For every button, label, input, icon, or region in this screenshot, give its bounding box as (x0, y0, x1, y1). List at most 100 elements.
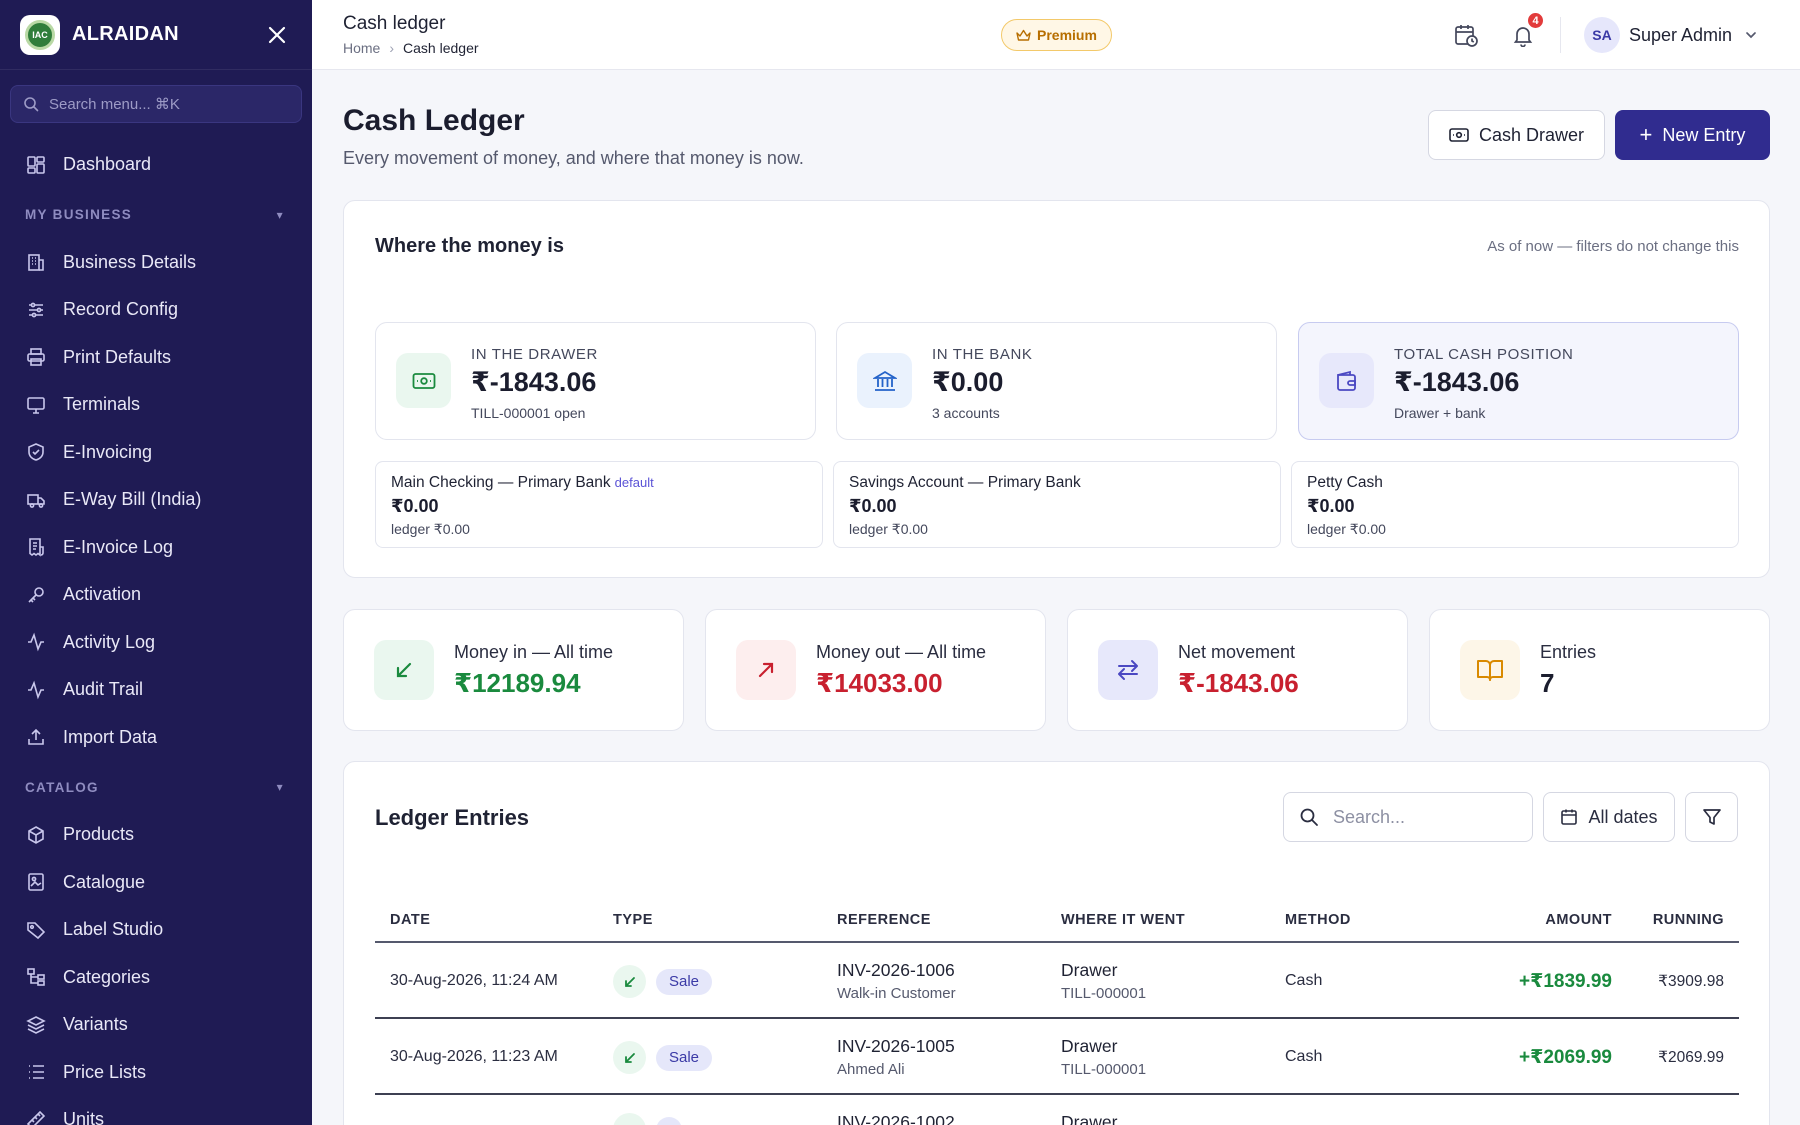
stat-label: Entries (1540, 642, 1597, 662)
cell-method: Cash (1285, 972, 1323, 989)
column-header-where[interactable]: WHERE IT WENT (1061, 912, 1186, 928)
balance-drawer: IN THE DRAWER ₹-1843.06 TILL-000001 open (375, 322, 816, 440)
sidebar-item-variants[interactable]: Variants (0, 1001, 312, 1049)
calendar-icon (1561, 809, 1578, 825)
balance-label: IN THE BANK (932, 346, 1033, 363)
bank-icon (857, 353, 912, 408)
sidebar-item-label: E-Invoice Log (63, 536, 174, 557)
where-money-card: Where the money is As of now — filters d… (343, 200, 1770, 578)
key-icon (25, 584, 47, 606)
sidebar-item-catalogue[interactable]: Catalogue (0, 859, 312, 907)
crown-icon (1016, 29, 1031, 41)
column-header-reference[interactable]: REFERENCE (837, 912, 931, 928)
type-pill: Sale (656, 1044, 713, 1071)
account-ledger: ledger ₹0.00 (849, 521, 928, 537)
sidebar-item-units[interactable]: Units (0, 1096, 312, 1125)
reference-party: Walk-in Customer (837, 985, 956, 1002)
sidebar-item-business-details[interactable]: Business Details (0, 239, 312, 287)
main-content: Cash Ledger Every movement of money, and… (312, 70, 1800, 1125)
account-name: Petty Cash (1307, 474, 1383, 491)
sidebar-item-import-data[interactable]: Import Data (0, 714, 312, 762)
sidebar-item-price-lists[interactable]: Price Lists (0, 1049, 312, 1097)
cash-drawer-label: Cash Drawer (1478, 124, 1585, 145)
sidebar-item-terminals[interactable]: Terminals (0, 381, 312, 429)
account-savings[interactable]: Savings Account — Primary Bank ₹0.00 led… (833, 461, 1281, 548)
sidebar-section-catalog[interactable]: CATALOG ▾ (0, 763, 312, 811)
stat-label: Money out — All time (816, 642, 987, 662)
reference-number[interactable]: INV-2026-1002 (837, 1112, 955, 1125)
brand-logo[interactable]: IAC (20, 14, 60, 55)
topbar: Cash ledger Home › Cash ledger Premium 4… (312, 0, 1800, 70)
monitor-icon (25, 394, 47, 416)
premium-label: Premium (1037, 27, 1097, 43)
cell-reference: INV-2026-1002 (837, 1112, 955, 1125)
building-icon (25, 251, 47, 273)
cash-drawer-button[interactable]: Cash Drawer (1428, 110, 1605, 160)
account-petty-cash[interactable]: Petty Cash ₹0.00 ledger ₹0.00 (1291, 461, 1739, 548)
sidebar-item-print-defaults[interactable]: Print Defaults (0, 334, 312, 382)
sidebar-item-label-studio[interactable]: Label Studio (0, 906, 312, 954)
sidebar-item-activation[interactable]: Activation (0, 571, 312, 619)
box-icon (25, 824, 47, 846)
close-sidebar-icon[interactable] (262, 20, 292, 50)
sidebar-item-e-invoice-log[interactable]: E-Invoice Log (0, 524, 312, 572)
cash-icon (396, 353, 451, 408)
balance-value: ₹-1843.06 (1394, 367, 1520, 397)
new-entry-button[interactable]: + New Entry (1615, 110, 1770, 160)
reference-number[interactable]: INV-2026-1005 (837, 1036, 955, 1056)
ledger-table: DATE TYPE REFERENCE WHERE IT WENT METHOD… (375, 897, 1739, 1125)
new-entry-label: New Entry (1662, 124, 1746, 145)
reference-party: Ahmed Ali (837, 1061, 905, 1078)
column-header-running[interactable]: RUNNING (1652, 912, 1724, 928)
sidebar-item-e-invoicing[interactable]: E-Invoicing (0, 429, 312, 477)
table-row[interactable]: INV-2026-1002 Drawer (375, 1095, 1739, 1125)
balance-value: ₹0.00 (932, 367, 1004, 397)
where-money-note: As of now — filters do not change this (1487, 238, 1739, 255)
arrow-down-left-icon (374, 640, 434, 700)
account-main-checking[interactable]: Main Checking — Primary Bank default ₹0.0… (375, 461, 823, 548)
open-book-icon (1460, 640, 1520, 700)
sidebar-nav: Dashboard MY BUSINESS ▾ Business Details… (0, 141, 312, 1125)
breadcrumb-home[interactable]: Home (343, 40, 381, 56)
sidebar-section-my-business[interactable]: MY BUSINESS ▾ (0, 191, 312, 239)
notifications-bell-icon[interactable]: 4 (1508, 11, 1545, 50)
column-header-method[interactable]: METHOD (1285, 912, 1351, 928)
arrow-down-left-icon (613, 1041, 646, 1074)
page-header-title: Cash ledger (343, 13, 446, 34)
sidebar-item-dashboard[interactable]: Dashboard (0, 141, 312, 189)
user-menu[interactable]: SA Super Admin (1584, 17, 1758, 53)
balance-sub: Drawer + bank (1394, 405, 1486, 421)
cell-reference: INV-2026-1005 Ahmed Ali (837, 1036, 955, 1078)
table-row[interactable]: 30-Aug-2026, 11:23 AM Sale INV-2026-1005… (375, 1019, 1739, 1095)
sidebar-item-e-way-bill[interactable]: E-Way Bill (India) (0, 476, 312, 524)
cell-reference: INV-2026-1006 Walk-in Customer (837, 960, 956, 1002)
date-range-button[interactable]: All dates (1543, 792, 1675, 842)
premium-badge[interactable]: Premium (1001, 19, 1112, 51)
sidebar-item-activity-log[interactable]: Activity Log (0, 619, 312, 667)
ledger-search-input[interactable]: Search... (1283, 792, 1533, 842)
cell-amount: +₹1839.99 (1519, 971, 1612, 992)
sidebar-item-categories[interactable]: Categories (0, 954, 312, 1002)
table-row[interactable]: 30-Aug-2026, 11:24 AM Sale INV-2026-1006… (375, 943, 1739, 1019)
where-destination: Drawer (1061, 1112, 1118, 1125)
tag-icon (25, 919, 47, 941)
calendar-clock-icon[interactable] (1451, 20, 1481, 50)
column-header-type[interactable]: TYPE (613, 912, 653, 928)
sidebar-item-label: Variants (63, 1014, 128, 1035)
sidebar-item-products[interactable]: Products (0, 811, 312, 859)
layers-icon (25, 1014, 47, 1036)
swap-arrows-icon (1098, 640, 1158, 700)
account-value: ₹0.00 (849, 496, 897, 516)
column-header-date[interactable]: DATE (390, 912, 431, 928)
filter-button[interactable] (1685, 792, 1738, 842)
sidebar-item-label: Activity Log (63, 631, 156, 652)
sidebar-item-audit-trail[interactable]: Audit Trail (0, 666, 312, 714)
reference-number[interactable]: INV-2026-1006 (837, 960, 955, 980)
cell-type: Sale (613, 1041, 713, 1074)
account-name: Savings Account — Primary Bank (849, 474, 1081, 491)
sidebar-item-record-config[interactable]: Record Config (0, 286, 312, 334)
balance-sub: TILL-000001 open (471, 405, 586, 421)
plus-icon: + (1639, 122, 1653, 147)
column-header-amount[interactable]: AMOUNT (1545, 912, 1612, 928)
sidebar-search-input[interactable]: Search menu... ⌘K (10, 85, 302, 123)
